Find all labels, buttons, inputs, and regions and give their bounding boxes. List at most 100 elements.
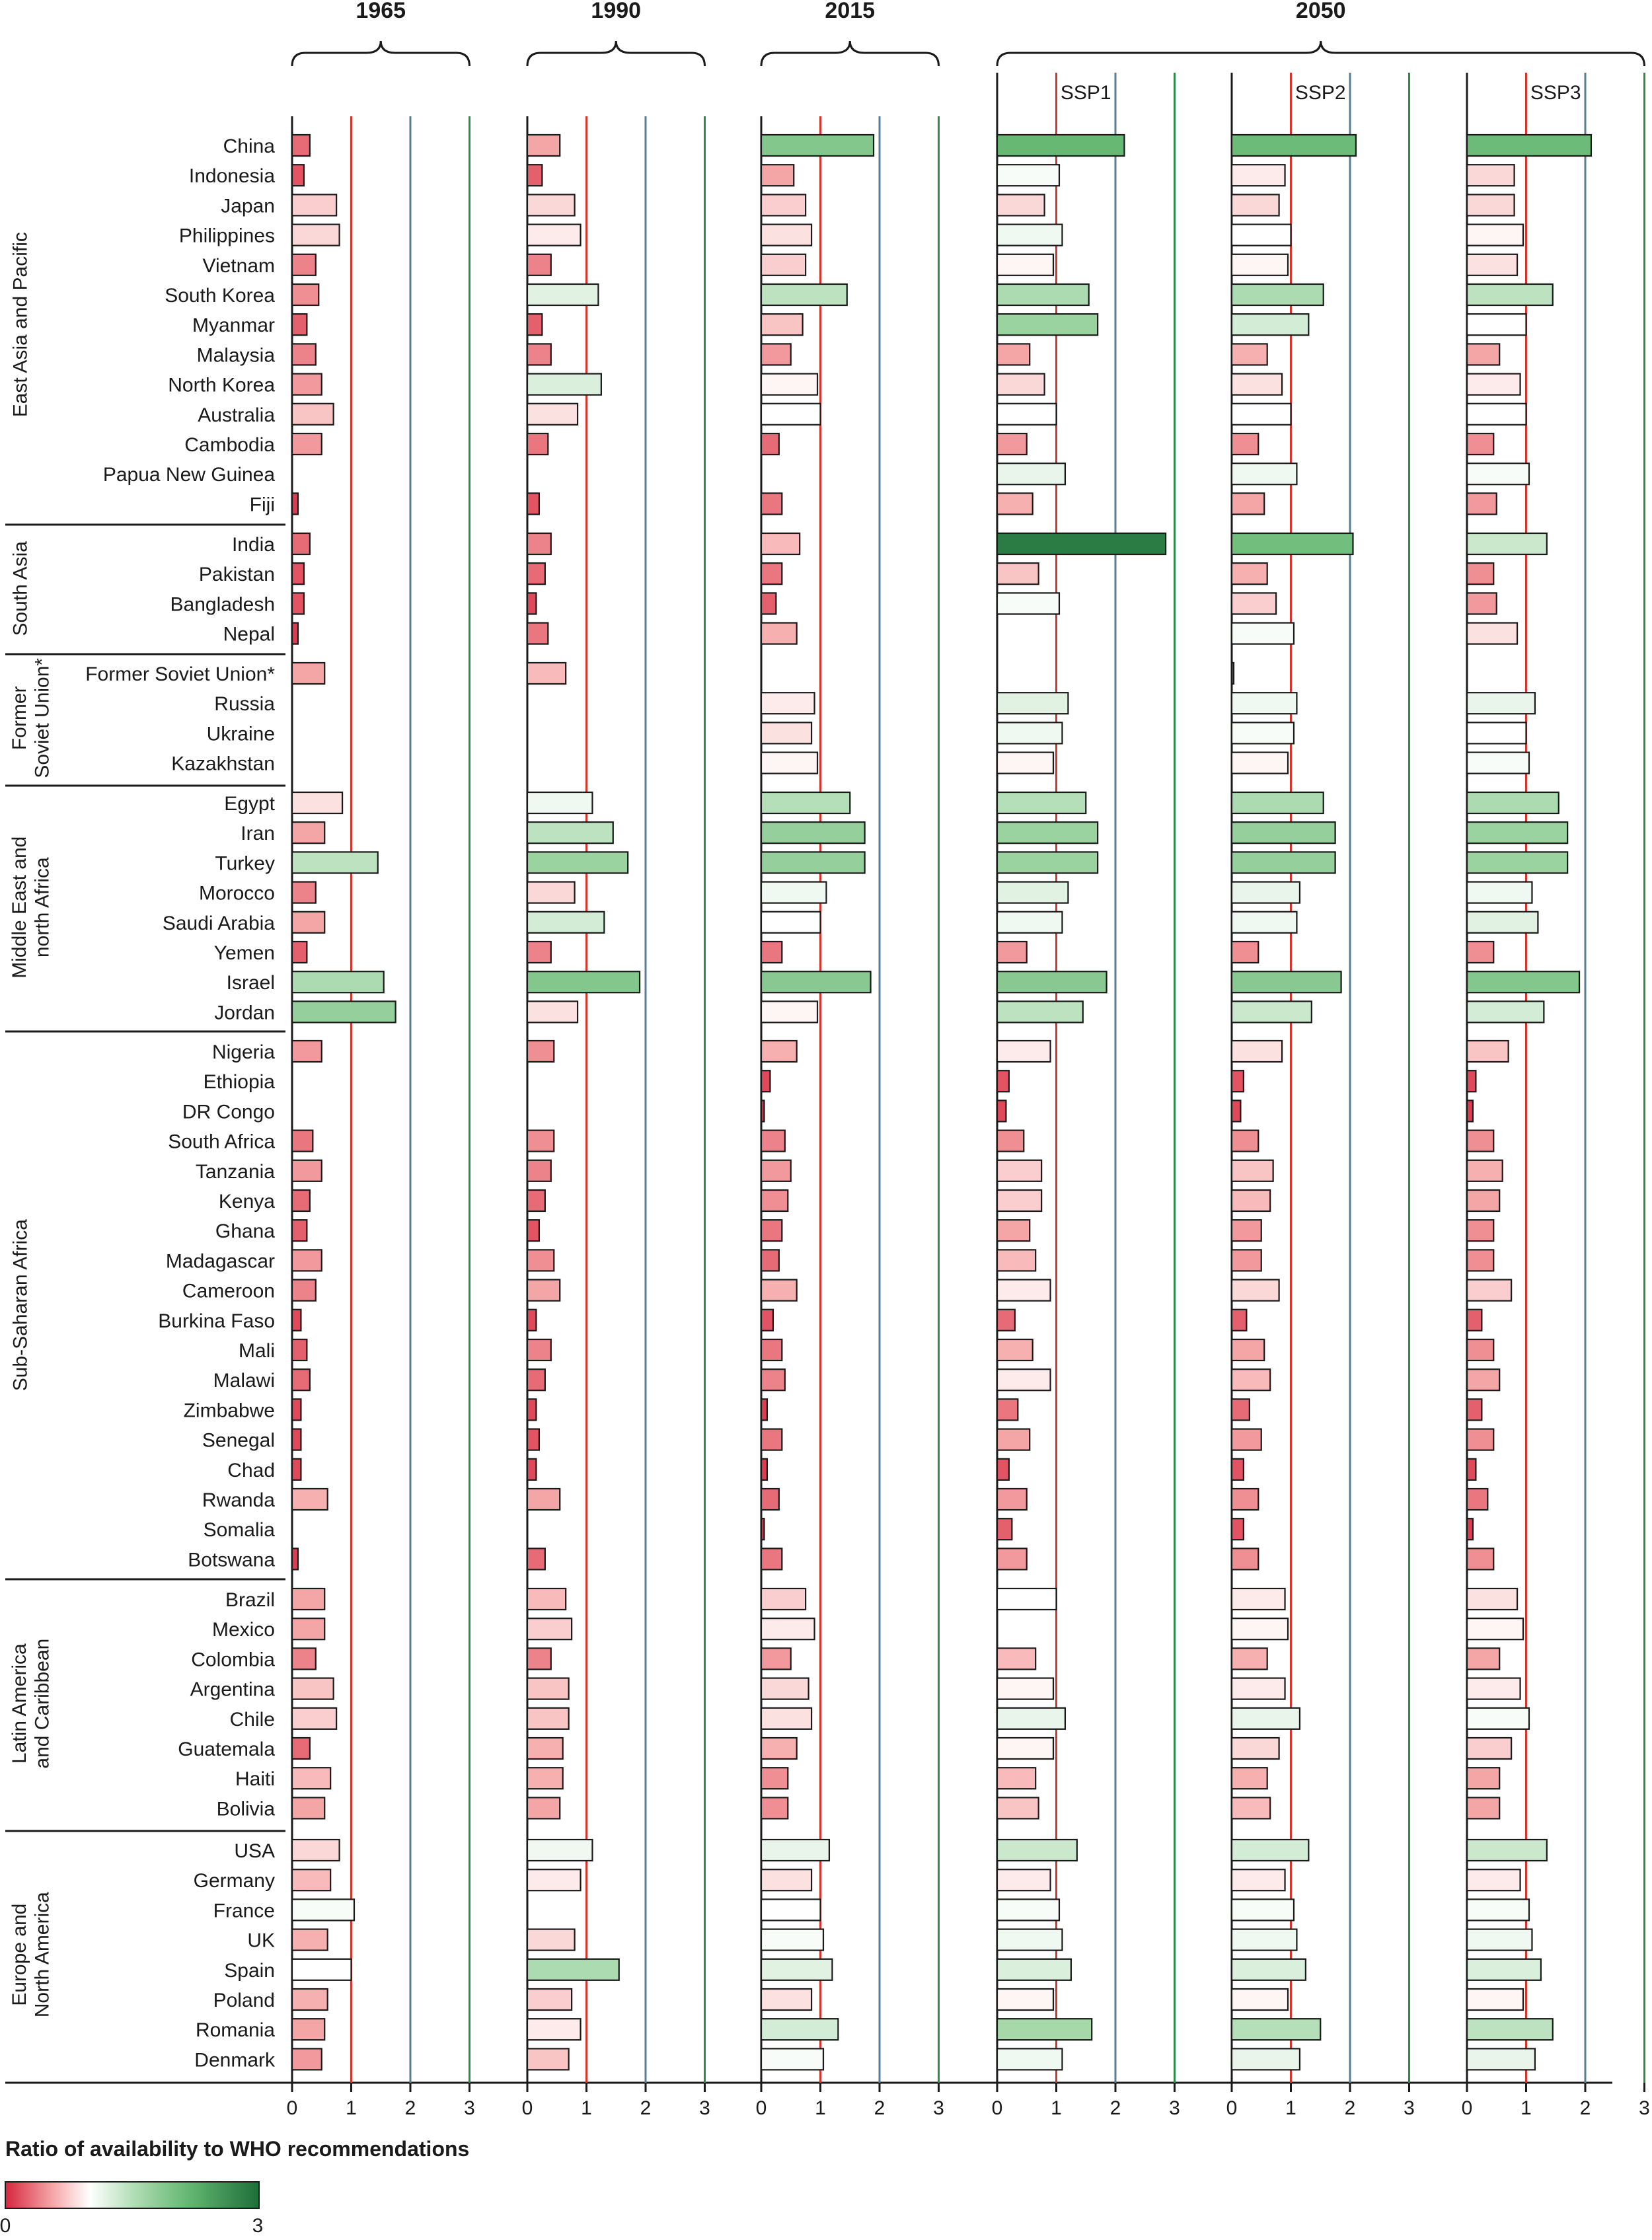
panel-2050-ssp3-bar-egypt [1466,791,1559,815]
panel-2050-ssp3-bar-france [1466,1898,1530,1922]
panel-1965-bar-india [291,532,311,556]
panel-1990-bar-nepal [526,622,549,645]
panel-1990-bar-chile [526,1707,570,1730]
panel-2050-ssp2-tick-label-1: 1 [1285,2097,1296,2119]
panel-2015-bar-myanmar [760,313,804,336]
country-label-saudi-arabia: Saudi Arabia [163,913,275,934]
panel-2050-ssp1-bar-kenya [996,1189,1043,1213]
country-label-myanmar: Myanmar [192,315,275,336]
region-label-line: and Caribbean [32,1639,54,1769]
country-label-poland: Poland [213,1990,275,2011]
panel-2050-ssp2-bar-israel [1230,971,1342,994]
panel-2050-ssp2-bar-usa [1230,1838,1310,1862]
country-label-nigeria: Nigeria [212,1041,275,1063]
panel-2050-ssp3-bar-mali [1466,1338,1495,1362]
panel-2015-bar-rwanda [760,1487,780,1511]
panel-1990-bar-pakistan [526,562,546,585]
panel-1965-bar-egypt [291,791,344,815]
panel-2015-bar-chile [760,1707,813,1730]
panel-2015-tick-label-3: 3 [933,2097,944,2119]
panel-2015-bar-guatemala [760,1736,798,1760]
region-label-line: Soviet Union* [32,658,54,778]
panel-2015-bar-poland [760,1988,813,2011]
panel-2050-ssp1-bar-south-korea [996,283,1090,307]
panel-2050-ssp1-bar-israel [996,971,1108,994]
region-label-europe-and-north-america: Europe andNorth America [9,1892,54,2017]
panel-2050-ssp3-bar-rwanda [1466,1487,1489,1511]
panel-1965-bar-france [291,1898,356,1922]
region-label-line: North America [32,1892,54,2017]
panel-2050-ssp2-bar-ethiopia [1230,1070,1244,1093]
panel-1965-bar-mexico [291,1618,326,1641]
panel-2050-ssp3-bar-pakistan [1466,562,1495,585]
panel-1965-bar-nigeria [291,1039,322,1063]
country-label-yemen: Yemen [214,942,275,964]
panel-2050-ssp2-bar-uk [1230,1928,1298,1951]
panel-2050-ssp2-bar-botswana [1230,1548,1259,1571]
panel-2015-bar-japan [760,194,807,217]
country-label-zimbabwe: Zimbabwe [184,1400,275,1421]
year-label-2050: 2050 [1296,0,1346,23]
panel-1990-bar-burkina-faso [526,1308,537,1331]
panel-2050-ssp1-bar-zimbabwe [996,1398,1019,1421]
panel-2050-ssp1-bar-ethiopia [996,1070,1010,1093]
panel-1965-bar-uk [291,1928,328,1951]
panel-2050-ssp3-bar-denmark [1466,2048,1536,2071]
panel-1990-bar-saudi-arabia [526,911,605,934]
panel-2050-ssp1-bar-argentina [996,1677,1055,1700]
country-label-malaysia: Malaysia [197,344,276,366]
panel-2050-ssp2-bar-ghana [1230,1219,1262,1242]
panel-1990-bar-uk [526,1928,576,1951]
country-label-japan: Japan [221,195,275,217]
panel-2050-ssp1-tick-label-1: 1 [1051,2097,1062,2119]
country-label-mexico: Mexico [212,1619,275,1641]
panel-2050-ssp3-bar-argentina [1466,1677,1521,1700]
panel-2015-bar-nigeria [760,1039,798,1063]
panel-2050-ssp3-bar-russia [1466,692,1536,715]
panel-1965-bar-morocco [291,881,317,904]
panel-1990-bar-jordan [526,1000,579,1024]
panel-2050-ssp3-bar-bolivia [1466,1797,1501,1820]
panel-1965-bar-bolivia [291,1797,326,1820]
panel-2015-bar-brazil [760,1587,807,1611]
panel-2015-bar-senegal [760,1428,783,1451]
panel-2050-ssp1-bar-russia [996,692,1069,715]
panel-2050-ssp1-bar-malawi [996,1368,1051,1392]
panel-1965-bar-nepal [291,622,299,645]
panel-2015-bar-cameroon [760,1279,798,1302]
panel-2050-ssp2-bar-malaysia [1230,343,1268,366]
panel-1990-bar-morocco [526,881,576,904]
panel-1965-bar-japan [291,194,338,217]
panel-2050-ssp1-tick-label-0: 0 [992,2097,1003,2119]
panel-1965-tick-label-0: 0 [287,2097,298,2119]
panel-2050-ssp3-bar-fiji [1466,492,1497,515]
panel-2050-ssp1-bar-ghana [996,1219,1031,1242]
panel-2050-ssp3-bar-malaysia [1466,343,1501,366]
panel-2050-ssp3-bar-guatemala [1466,1736,1513,1760]
panel-2015-bar-saudi-arabia [760,911,821,934]
panel-2050-ssp3-bar-south-africa [1466,1129,1495,1152]
panel-2050-ssp3-bar-chad [1466,1458,1477,1481]
panel-1990-bar-israel [526,971,641,994]
panel-1965-bar-usa [291,1838,340,1862]
panel-1990-bar-botswana [526,1548,546,1571]
panel-2050-ssp2-bar-zimbabwe [1230,1398,1250,1421]
panel-1990-bar-argentina [526,1677,570,1700]
panel-2050-ssp2-bar-madagascar [1230,1249,1262,1272]
panel-2050-ssp3-bar-kenya [1466,1189,1501,1213]
panel-1990-bar-former-soviet-union [526,661,567,685]
panel-2050-ssp1-bar-botswana [996,1548,1028,1571]
panel-1990-bar-yemen [526,940,552,964]
panel-2050-ssp1-bar-jordan [996,1000,1084,1024]
panel-1965-bar-south-africa [291,1129,314,1152]
panel-2015-bar-romania [760,2018,839,2041]
country-label-ghana: Ghana [215,1220,275,1242]
panel-2050-ssp2-bar-former-soviet-union [1230,661,1235,685]
panel-2015-bar-malaysia [760,343,792,366]
panel-1965-bar-australia [291,402,334,426]
country-label-guatemala: Guatemala [178,1738,275,1760]
panel-2050-ssp3-bar-malawi [1466,1368,1501,1392]
panel-1965-bar-malawi [291,1368,311,1392]
panel-2050-ssp1-tick-label-3: 3 [1169,2097,1180,2119]
country-label-papua-new-guinea: Papua New Guinea [103,464,275,486]
